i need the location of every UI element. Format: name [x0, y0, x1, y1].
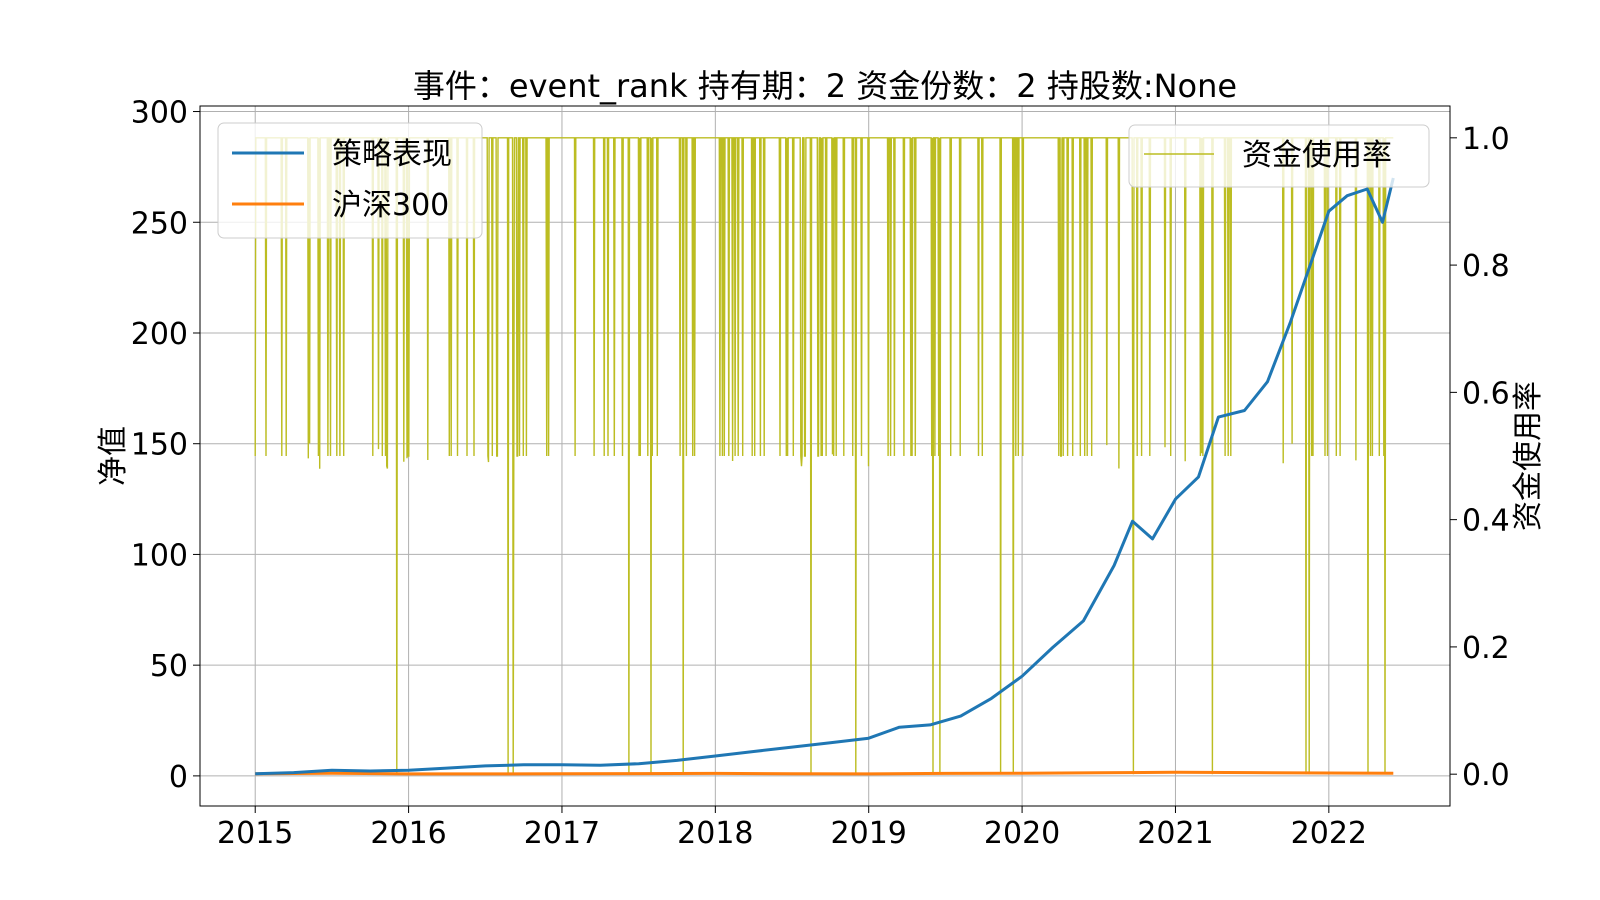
y2-tick-label: 0.8	[1462, 249, 1510, 284]
legend-label-usage: 资金使用率	[1242, 138, 1392, 173]
legend-right-box	[1128, 124, 1430, 188]
x-tick-label: 2022	[1291, 816, 1367, 851]
line-series-layer	[255, 177, 1395, 776]
y-tick-label: 0	[169, 760, 188, 795]
y2-tick-label: 1.0	[1462, 122, 1510, 157]
x-tick-label: 2021	[1137, 816, 1213, 851]
y-axis-left: 0 50 100 150 200 250 300	[131, 96, 200, 795]
y2-tick-label: 0.6	[1462, 376, 1510, 411]
x-tick-label: 2020	[984, 816, 1060, 851]
y-tick-label: 100	[131, 538, 188, 573]
y2-tick-label: 0.4	[1462, 504, 1510, 539]
legend-label-hs300: 沪深300	[332, 188, 449, 223]
series-strategy-line	[255, 177, 1395, 776]
x-tick-label: 2016	[370, 816, 446, 851]
y-axis-right: 0.0 0.2 0.4 0.6 0.8 1.0	[1450, 122, 1510, 793]
y-tick-label: 200	[131, 317, 188, 352]
y-tick-label: 250	[131, 206, 188, 241]
legend-right: 资金使用率	[1128, 124, 1430, 188]
y2-tick-label: 0.0	[1462, 758, 1510, 793]
y2-axis-label: 资金使用率	[1511, 381, 1546, 531]
y2-tick-label: 0.2	[1462, 631, 1510, 666]
legend-left: 策略表现 沪深300	[217, 122, 483, 239]
chart-title: 事件：event_rank 持有期：2 资金份数：2 持股数:None	[413, 67, 1237, 105]
x-tick-label: 2018	[677, 816, 753, 851]
series-hs300-line	[255, 770, 1394, 776]
x-tick-label: 2017	[524, 816, 600, 851]
plot-frame	[199, 105, 1451, 807]
legend-label-strategy: 策略表现	[332, 137, 452, 172]
y-axis-label: 净值	[96, 426, 131, 486]
y-tick-label: 150	[131, 428, 188, 463]
x-tick-label: 2019	[831, 816, 907, 851]
x-tick-label: 2015	[217, 816, 293, 851]
y-tick-label: 300	[131, 96, 188, 131]
y-tick-label: 50	[150, 649, 188, 684]
x-axis: 2015 2016 2017 2018 2019 2020 2021 2022	[217, 806, 1367, 851]
